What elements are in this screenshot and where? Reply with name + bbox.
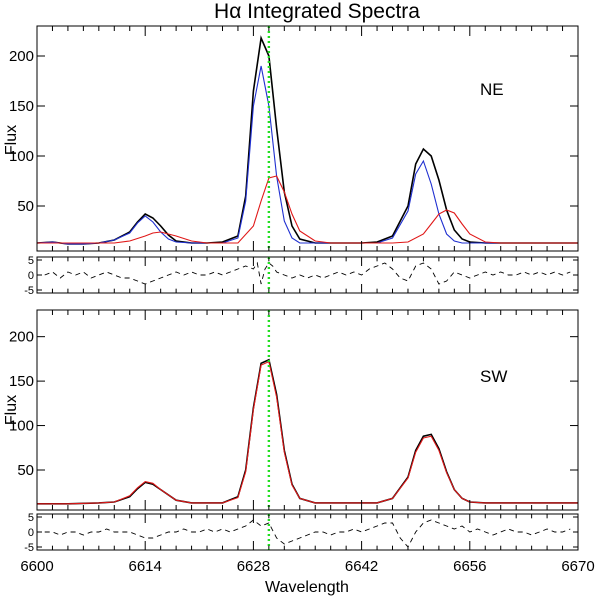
ne-flux-series [36,35,578,245]
ne-flux-ylabel: Flux [3,125,20,155]
ne-ytick-label: 150 [9,98,34,115]
sw-panel-label: SW [480,367,507,386]
xtick-label: 6656 [453,558,486,575]
ne-ytick-label: 200 [9,48,34,65]
sw-series-model [37,360,578,505]
xtick-label: 6670 [561,558,594,575]
sw-flux-panel: 50 100 150 200 Flux SW [3,309,579,511]
xtick-label: 6642 [345,558,378,575]
xtick-label: 6600 [20,558,53,575]
ne-panel-label: NE [480,80,504,99]
chart-title: Hα Integrated Spectra [214,0,420,23]
ne-resid-ytick-label: 0 [28,270,34,282]
ne-residual-series [44,261,571,285]
sw-flux-y-ticks: 50 100 150 200 [9,329,578,479]
sw-flux-frame [36,309,579,511]
ne-residual-frame [36,256,579,294]
sw-residual-panel: 5 0 -5 [24,512,579,554]
sw-resid-ytick-label: -5 [24,542,34,554]
sw-ytick-label: 200 [9,329,34,346]
xtick-label: 6614 [129,558,162,575]
sw-residual-y-ticks: 5 0 -5 [24,512,578,554]
ne-series-component-2 [37,175,578,244]
ne-flux-frame [36,25,579,252]
sw-ytick-label: 50 [17,462,34,479]
ne-flux-panel: 50 100 150 200 Flux NE [3,25,579,252]
ne-flux-y-ticks: 50 100 150 200 [9,48,578,215]
sw-flux-series [37,358,578,505]
ne-ytick-label: 100 [9,148,34,165]
ne-residual-y-ticks: 5 0 -5 [24,255,578,297]
sw-flux-ylabel: Flux [3,395,20,425]
ne-series-component-1 [36,65,578,245]
ne-resid-ytick-label: 5 [28,255,34,267]
sw-ytick-label: 150 [9,373,34,390]
sw-residual-series [44,519,571,548]
ne-ytick-label: 50 [17,198,34,215]
ne-residual-panel: 5 0 -5 [24,255,579,297]
sw-resid-ytick-label: 5 [28,512,34,524]
x-axis: 6600 6614 6628 6642 6656 6670 [20,26,595,575]
sw-resid-ytick-label: 0 [28,527,34,539]
ne-series-total [36,35,578,245]
sw-ytick-label: 100 [9,418,34,435]
xtick-label: 6628 [237,558,270,575]
x-axis-label: Wavelength [265,579,349,596]
ne-resid-ytick-label: -5 [24,285,34,297]
sw-residual-line [44,519,571,548]
ne-residual-line [44,261,571,285]
